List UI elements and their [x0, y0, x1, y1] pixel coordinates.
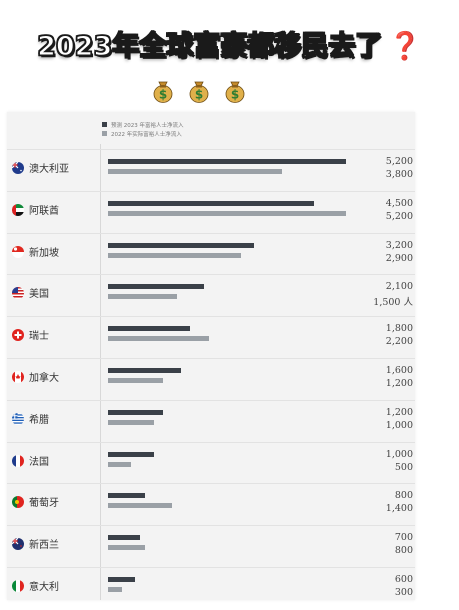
bar-2022 [108, 294, 177, 300]
value-label-2023: 3,200 [385, 239, 413, 251]
money-bag-icon: $ [222, 78, 248, 104]
category-label: 美国 [29, 289, 49, 301]
bar-2023 [108, 368, 182, 373]
page-title: 2023年全球富豪都移民去了 [36, 30, 383, 62]
value-label-2022: 1,500 人 [373, 297, 413, 309]
value-label-2022: 2,200 [385, 336, 413, 348]
chart-row: 美国 2,100 1,500 人 [7, 274, 415, 317]
switzerland-flag-icon [12, 329, 24, 342]
category-label: 希腊 [29, 414, 49, 426]
bar-2022 [108, 169, 282, 174]
value-label-2022: 800 [394, 545, 413, 557]
question-mark-icon: ❓ [388, 31, 422, 62]
new-zealand-flag-icon [12, 538, 24, 551]
bar-2023 [108, 535, 141, 541]
legend-label-2022: 2022 年实际富裕人士净流入 [111, 131, 182, 138]
value-label-2022: 3,800 [385, 169, 413, 180]
category-label: 意大利 [29, 582, 59, 593]
value-label-2022: 1,000 [385, 419, 413, 431]
svg-text:$: $ [159, 88, 167, 102]
svg-text:$: $ [195, 88, 203, 102]
france-flag-icon [12, 454, 24, 467]
uae-flag-icon [12, 203, 24, 216]
canada-flag-icon [12, 371, 24, 383]
chart-legend: 预测 2023 年富裕人士净流入 2022 年实际富裕人士净流入 [102, 120, 184, 138]
chart-row: 瑞士 1,800 2,200 [7, 316, 415, 359]
value-label-2023: 4,500 [385, 197, 413, 209]
value-label-2022: 5,200 [385, 210, 413, 222]
bar-2023 [108, 409, 163, 415]
bar-2023 [108, 451, 154, 457]
value-label-2022: 500 [394, 461, 413, 473]
category-label: 法国 [29, 456, 49, 468]
bar-2022 [108, 336, 209, 342]
chart-row: 新加坡 3,200 2,900 [7, 232, 415, 276]
bar-2023 [108, 493, 145, 499]
bar-2022 [108, 378, 163, 383]
bar-2023 [108, 200, 314, 206]
money-bag-row: $ $ $ [150, 78, 248, 104]
italy-flag-icon [12, 580, 24, 592]
value-label-2022: 2,900 [385, 252, 413, 264]
chart-row: 意大利 600 300 [7, 567, 415, 610]
legend-label-2023: 预测 2023 年富裕人士净流入 [111, 122, 184, 129]
bar-2022 [108, 503, 173, 509]
category-label: 瑞士 [29, 331, 49, 343]
headline: 2023年全球富豪都移民去了 ❓ [0, 24, 459, 76]
legend-item-2022: 2022 年实际富裕人士净流入 [102, 129, 184, 138]
bar-2022 [108, 545, 145, 551]
category-label: 加拿大 [29, 373, 59, 384]
chart-row: 希腊 1,200 1,000 [7, 399, 415, 443]
bar-2022 [108, 461, 131, 467]
australia-flag-icon [12, 162, 24, 174]
bar-2023 [108, 159, 346, 164]
value-label-2023: 2,100 [385, 281, 413, 293]
chart-row: 阿联酋 4,500 5,200 [7, 190, 415, 234]
bar-2022 [108, 210, 346, 216]
legend-swatch-2022 [102, 131, 107, 136]
bar-2023 [108, 326, 191, 332]
chart-divider [100, 144, 101, 600]
bar-2023 [108, 242, 255, 248]
usa-flag-icon [12, 287, 24, 300]
chart-row: 法国 1,000 500 [7, 441, 415, 485]
value-label-2023: 1,600 [385, 365, 413, 376]
bar-2022 [108, 587, 122, 592]
money-bag-icon: $ [150, 78, 176, 104]
singapore-flag-icon [12, 245, 24, 258]
chart-row: 新西兰 700 800 [7, 525, 415, 568]
greece-flag-icon [12, 412, 24, 425]
value-label-2023: 700 [394, 532, 413, 544]
chart-row: 澳大利亚 5,200 3,800 [7, 149, 415, 192]
bar-2022 [108, 419, 154, 425]
chart-row: 葡萄牙 800 1,400 [7, 483, 415, 526]
legend-item-2023: 预测 2023 年富裕人士净流入 [102, 120, 184, 129]
value-label-2023: 5,200 [385, 156, 413, 167]
category-label: 新西兰 [29, 540, 59, 552]
chart-row: 加拿大 1,600 1,200 [7, 358, 415, 401]
bar-2023 [108, 577, 136, 582]
category-label: 新加坡 [29, 247, 59, 259]
value-label-2023: 600 [394, 574, 413, 585]
legend-swatch-2023 [102, 122, 107, 127]
category-label: 葡萄牙 [29, 498, 59, 510]
value-label-2022: 1,200 [385, 378, 413, 389]
money-bag-icon: $ [186, 78, 212, 104]
svg-text:$: $ [231, 88, 239, 102]
bar-2023 [108, 284, 205, 290]
value-label-2023: 1,200 [385, 406, 413, 418]
value-label-2023: 1,800 [385, 323, 413, 335]
value-label-2022: 300 [394, 587, 413, 598]
category-label: 澳大利亚 [29, 164, 69, 175]
bar-2022 [108, 252, 241, 258]
portugal-flag-icon [12, 496, 24, 509]
value-label-2023: 800 [394, 490, 413, 502]
value-label-2022: 1,400 [385, 503, 413, 515]
category-label: 阿联酋 [29, 205, 59, 217]
value-label-2023: 1,000 [385, 448, 413, 460]
chart-card: 预测 2023 年富裕人士净流入 2022 年实际富裕人士净流入 澳大利亚 5,2… [7, 112, 415, 600]
